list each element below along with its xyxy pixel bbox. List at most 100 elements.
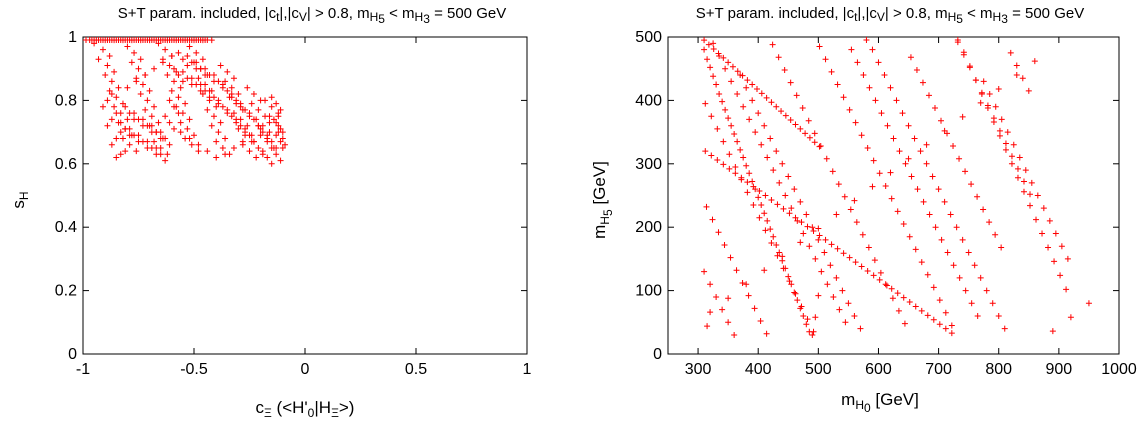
data-point bbox=[213, 138, 220, 145]
data-point bbox=[1014, 174, 1021, 181]
data-point bbox=[235, 125, 242, 132]
data-point bbox=[860, 72, 867, 79]
x-tick-label: 800 bbox=[985, 361, 1012, 378]
data-point bbox=[845, 300, 852, 307]
data-point bbox=[749, 178, 756, 185]
data-point bbox=[774, 201, 781, 208]
data-point bbox=[749, 81, 756, 88]
data-point bbox=[102, 72, 109, 79]
x-tick-label: 900 bbox=[1046, 361, 1073, 378]
data-point bbox=[803, 321, 810, 328]
data-point bbox=[111, 37, 118, 44]
data-point bbox=[956, 274, 963, 281]
data-point bbox=[950, 143, 957, 150]
data-point bbox=[859, 231, 866, 238]
data-point bbox=[248, 100, 255, 107]
data-point bbox=[246, 113, 253, 120]
data-point bbox=[1049, 328, 1056, 335]
data-point bbox=[965, 249, 972, 256]
data-point bbox=[797, 125, 804, 132]
data-point bbox=[732, 163, 739, 170]
data-point bbox=[1085, 300, 1092, 307]
data-point bbox=[972, 77, 979, 84]
data-point bbox=[704, 56, 711, 63]
data-point bbox=[175, 110, 182, 117]
data-point bbox=[224, 87, 231, 94]
data-point bbox=[164, 37, 171, 44]
data-point bbox=[815, 225, 822, 232]
data-point bbox=[131, 116, 138, 123]
data-point bbox=[968, 181, 975, 188]
data-point bbox=[984, 102, 991, 109]
data-point bbox=[841, 193, 848, 200]
data-point bbox=[792, 121, 799, 128]
data-point bbox=[853, 219, 860, 226]
data-point bbox=[761, 122, 768, 129]
y-tick-label: 0 bbox=[653, 346, 662, 363]
data-point bbox=[119, 135, 126, 142]
data-point bbox=[104, 122, 111, 129]
chart-right-frame bbox=[667, 36, 1120, 355]
data-point bbox=[959, 236, 966, 243]
data-point bbox=[782, 192, 789, 199]
data-point bbox=[882, 182, 889, 189]
data-point bbox=[215, 100, 222, 107]
data-point bbox=[237, 122, 244, 129]
data-point bbox=[222, 135, 229, 142]
data-point bbox=[725, 59, 732, 66]
data-point bbox=[775, 54, 782, 61]
data-point bbox=[767, 135, 774, 142]
data-point bbox=[761, 210, 768, 217]
data-point bbox=[126, 110, 133, 117]
data-point bbox=[962, 287, 969, 294]
data-point bbox=[219, 84, 226, 91]
chart-left-ticks: -1 -0.5 0 0.5 1 0 0.2 0.4 0.6 0.8 1 bbox=[55, 29, 532, 378]
data-point bbox=[113, 135, 120, 142]
data-point bbox=[230, 144, 237, 151]
data-point bbox=[139, 122, 146, 129]
data-point bbox=[244, 84, 251, 91]
data-point bbox=[931, 105, 938, 112]
data-point bbox=[942, 309, 949, 316]
data-point bbox=[204, 148, 211, 155]
data-point bbox=[827, 262, 834, 269]
data-point bbox=[1034, 192, 1041, 199]
data-point bbox=[142, 106, 149, 113]
data-point bbox=[175, 94, 182, 101]
data-point bbox=[767, 226, 774, 233]
data-point bbox=[135, 138, 142, 145]
data-point bbox=[720, 54, 727, 61]
data-point bbox=[106, 53, 113, 60]
data-point bbox=[1033, 216, 1040, 223]
data-point bbox=[848, 46, 855, 53]
data-point bbox=[977, 99, 984, 106]
data-point bbox=[740, 154, 747, 161]
chart-right-xlabel: mH0 [GeV] bbox=[841, 390, 919, 415]
data-point bbox=[893, 97, 900, 104]
data-point bbox=[870, 272, 877, 279]
data-point bbox=[1010, 141, 1017, 148]
data-point bbox=[177, 129, 184, 136]
data-point bbox=[954, 39, 961, 46]
data-point bbox=[998, 116, 1005, 123]
data-point bbox=[703, 203, 710, 210]
data-point bbox=[932, 224, 939, 231]
data-point bbox=[259, 151, 266, 158]
data-point bbox=[962, 168, 969, 175]
chart-left-points bbox=[83, 37, 289, 167]
data-point bbox=[716, 91, 723, 98]
data-point bbox=[829, 168, 836, 175]
data-point bbox=[786, 210, 793, 217]
data-point bbox=[713, 81, 720, 88]
data-point bbox=[721, 241, 728, 248]
data-point bbox=[804, 223, 811, 230]
data-point bbox=[768, 99, 775, 106]
data-point bbox=[959, 113, 966, 120]
data-point bbox=[995, 85, 1002, 92]
data-point bbox=[725, 115, 732, 122]
data-point bbox=[282, 141, 289, 148]
data-point bbox=[936, 297, 943, 304]
data-point bbox=[710, 73, 717, 80]
data-point bbox=[763, 330, 770, 337]
y-tick-label: 300 bbox=[635, 156, 662, 173]
